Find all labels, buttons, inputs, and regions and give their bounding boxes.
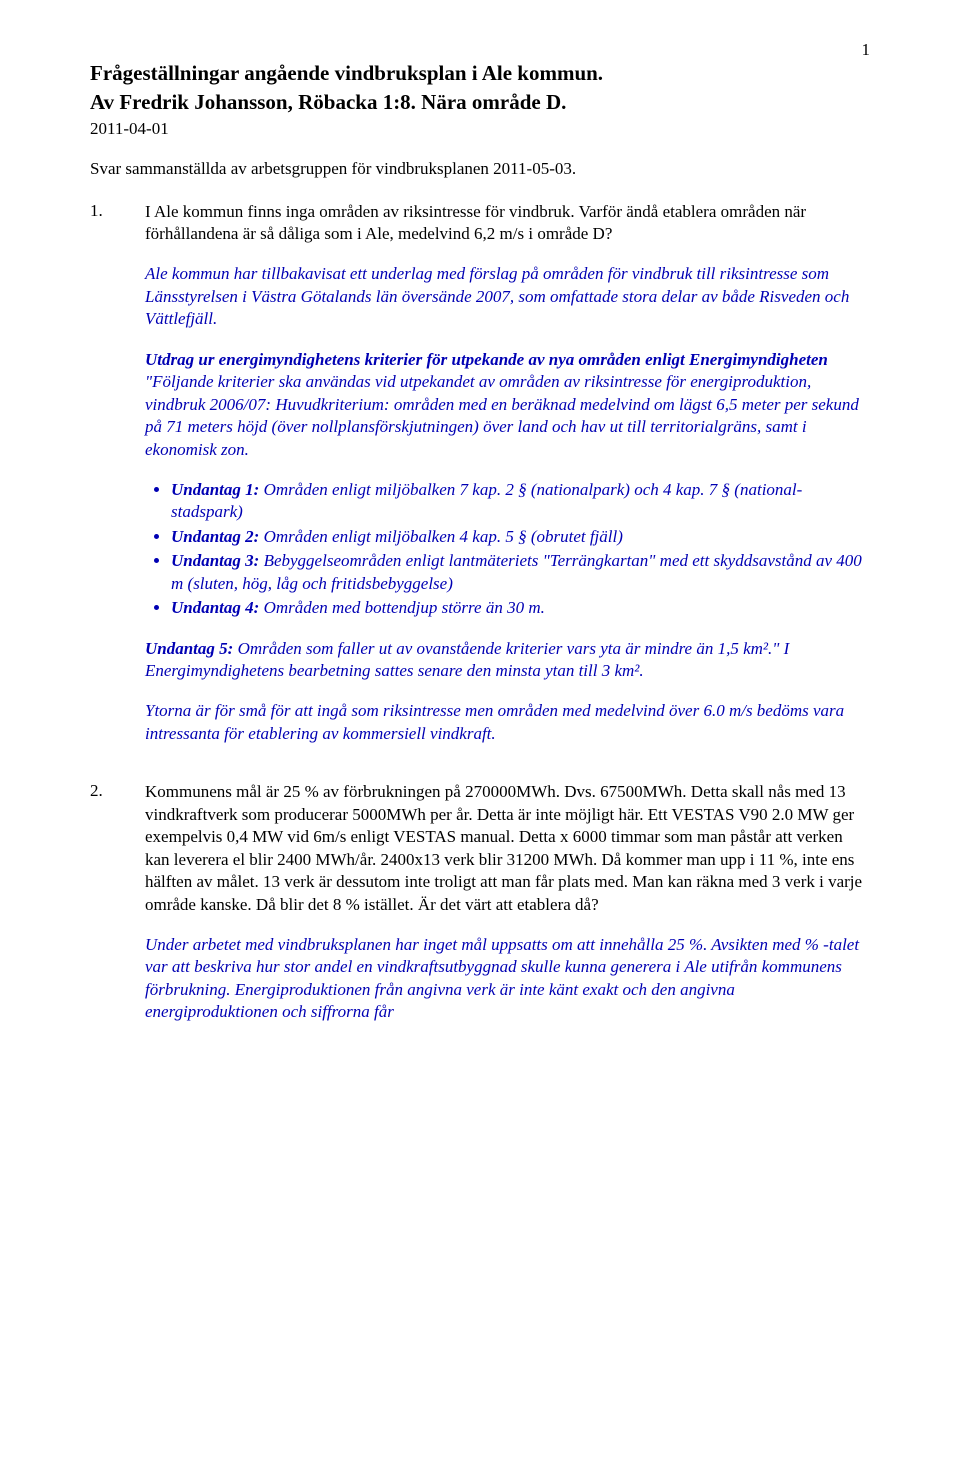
undantag-item-2: Undantag 2: Områden enligt miljöbalken 4… xyxy=(171,526,870,548)
document-subtitle: Av Fredrik Johansson, Röbacka 1:8. Nära … xyxy=(90,89,870,116)
answer-1-p1: Ale kommun har tillbakavisat ett underla… xyxy=(145,263,870,330)
answer-1-block: Ale kommun har tillbakavisat ett underla… xyxy=(90,263,870,763)
answer-1-spacer xyxy=(90,263,145,763)
answer-2-p1: Under arbetet med vindbruksplanen har in… xyxy=(145,934,870,1024)
question-2-number: 2. xyxy=(90,781,145,916)
question-1-text: I Ale kommun finns inga områden av riksi… xyxy=(145,201,870,246)
undantag-5-para: Undantag 5: Områden som faller ut av ova… xyxy=(145,638,870,683)
question-1-row: 1. I Ale kommun finns inga områden av ri… xyxy=(90,201,870,246)
undantag-4-text: Områden med bottendjup större än 30 m. xyxy=(259,598,545,617)
undantag-5-text: Områden som faller ut av ovanstående kri… xyxy=(145,639,789,680)
answer-1-p3: Ytorna är för små för att ingå som riksi… xyxy=(145,700,870,745)
question-2-row: 2. Kommunens mål är 25 % av förbrukninge… xyxy=(90,781,870,916)
answer-2-body: Under arbetet med vindbruksplanen har in… xyxy=(145,934,870,1024)
answer-2-block: Under arbetet med vindbruksplanen har in… xyxy=(90,934,870,1024)
answer-1-p2: Utdrag ur energimyndighetens kriterier f… xyxy=(145,349,870,461)
document-page: 1 Frågeställningar angående vindbrukspla… xyxy=(0,0,960,1461)
undantag-item-3: Undantag 3: Bebyggelseområden enligt lan… xyxy=(171,550,870,595)
undantag-5-label: Undantag 5: xyxy=(145,639,233,658)
question-1-number: 1. xyxy=(90,201,145,246)
undantag-1-label: Undantag 1: xyxy=(171,480,259,499)
undantag-list: Undantag 1: Områden enligt miljöbalken 7… xyxy=(145,479,870,620)
undantag-item-1: Undantag 1: Områden enligt miljöbalken 7… xyxy=(171,479,870,524)
undantag-2-text: Områden enligt miljöbalken 4 kap. 5 § (o… xyxy=(259,527,623,546)
answer-1-p2b: "Följande kriterier ska användas vid utp… xyxy=(145,372,859,458)
document-title: Frågeställningar angående vindbruksplan … xyxy=(90,60,870,87)
undantag-2-label: Undantag 2: xyxy=(171,527,259,546)
undantag-3-text: Bebyggelseområden enligt lantmäteriets "… xyxy=(171,551,862,592)
undantag-item-4: Undantag 4: Områden med bottendjup störr… xyxy=(171,597,870,619)
undantag-3-label: Undantag 3: xyxy=(171,551,259,570)
question-2-text: Kommunens mål är 25 % av förbrukningen p… xyxy=(145,781,870,916)
page-number: 1 xyxy=(862,40,871,60)
document-date: 2011-04-01 xyxy=(90,119,870,139)
answer-1-p2a: Utdrag ur energimyndighetens kriterier f… xyxy=(145,350,828,369)
answer-1-body: Ale kommun har tillbakavisat ett underla… xyxy=(145,263,870,763)
intro-text: Svar sammanställda av arbetsgruppen för … xyxy=(90,159,870,179)
undantag-1-text: Områden enligt miljöbalken 7 kap. 2 § (n… xyxy=(171,480,802,521)
undantag-4-label: Undantag 4: xyxy=(171,598,259,617)
answer-2-spacer xyxy=(90,934,145,1024)
